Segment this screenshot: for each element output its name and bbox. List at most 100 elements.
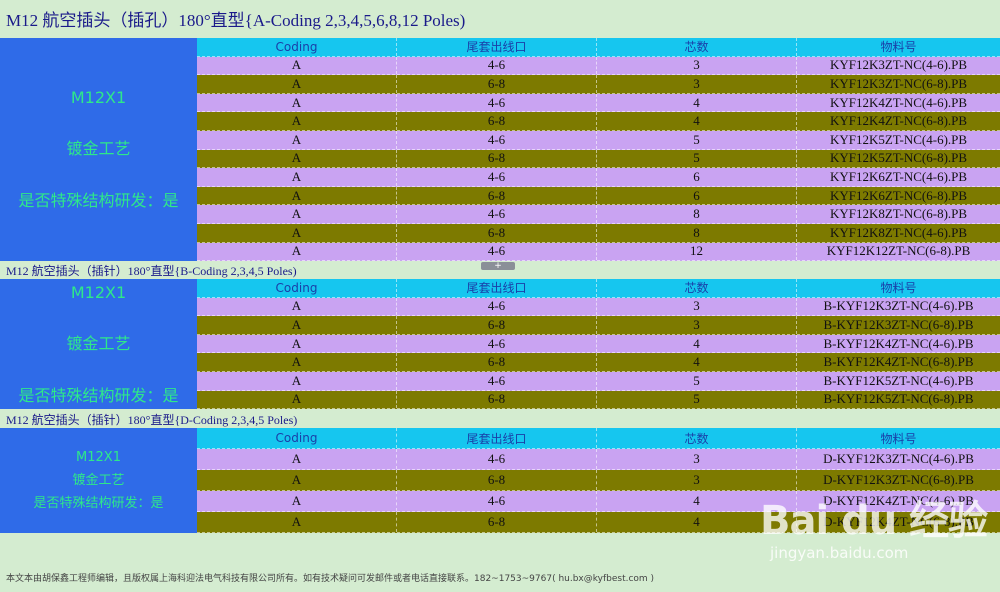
table-header: Coding 尾套出线口 芯数 物料号 [197, 428, 1000, 449]
table-row: A 6-8 6 KYF12K6ZT-NC(6-8).PB [197, 186, 1000, 206]
part-number-cell: B-KYF12K3ZT-NC(4-6).PB [823, 298, 974, 314]
pins-cell: 3 [597, 449, 797, 469]
pins-cell: 12 [597, 242, 797, 261]
outlet-cell: 4-6 [397, 168, 597, 186]
coding-cell: A [197, 130, 397, 149]
outlet-cell: 4-6 [397, 297, 597, 316]
table-row: A 4-6 6 KYF12K6ZT-NC(4-6).PB [197, 168, 1000, 187]
part-number-cell: D-KYF12K3ZT-NC(6-8).PB [823, 472, 974, 487]
pins-cell: 4 [597, 334, 797, 353]
spec-line: 是否特殊结构研发：是 [18, 191, 179, 211]
table-row: A 4-6 5 KYF12K5ZT-NC(4-6).PB [197, 130, 1000, 150]
table-row: A 6-8 3 B-KYF12K3ZT-NC(6-8).PB [197, 316, 1000, 335]
outlet-cell: 6-8 [397, 223, 597, 242]
coding-cell: A [197, 186, 397, 205]
pins-cell: 4 [597, 112, 797, 130]
column-header: 尾套出线口 [397, 279, 597, 297]
table-row: A 4-6 3 D-KYF12K3ZT-NC(4-6).PB [197, 449, 1000, 470]
coding-cell: A [197, 390, 397, 409]
product-section: M12X1 镀金工艺 是否特殊结构研发：是 Coding 尾套出线口 芯数 物料号 A 4-6 3… [0, 279, 1000, 410]
pins-cell: 3 [597, 316, 797, 334]
pins-cell: 4 [597, 353, 797, 371]
spec-line: M12X1 [70, 88, 127, 108]
coding-cell: A [197, 112, 397, 130]
coding-cell: A [197, 449, 397, 469]
column-header: 尾套出线口 [397, 428, 597, 448]
table-row: A 6-8 3 D-KYF12K3ZT-NC(6-8).PB [197, 470, 1000, 491]
section-title-text: M12 航空插头（插针）180°直型{D-Coding 2,3,4,5 Pole… [6, 413, 298, 427]
outlet-cell: 6-8 [397, 470, 597, 490]
column-header: 物料号 [880, 281, 917, 296]
spec-line: M12X1 [76, 450, 121, 465]
pins-cell: 5 [597, 371, 797, 390]
spec-line: 镀金工艺 [66, 139, 131, 159]
table-row: A 6-8 5 KYF12K5ZT-NC(6-8).PB [197, 149, 1000, 169]
coding-cell: A [197, 149, 397, 168]
spec-panel: M12X1 镀金工艺 是否特殊结构研发：是 [0, 279, 197, 410]
product-table: Coding 尾套出线口 芯数 物料号 A 4-6 3 KYF12K3ZT-NC(4-6).P… [197, 38, 1000, 262]
table-header: Coding 尾套出线口 芯数 物料号 [197, 279, 1000, 298]
pins-cell: 5 [597, 130, 797, 149]
table-row: A 4-6 12 KYF12K12ZT-NC(6-8).PB [197, 242, 1000, 262]
outlet-cell: 6-8 [397, 149, 597, 168]
pins-cell: 5 [597, 149, 797, 168]
part-number-cell: B-KYF12K5ZT-NC(6-8).PB [823, 391, 974, 407]
coding-cell: A [197, 334, 397, 353]
part-number-cell: D-KYF12K4ZT-NC(6-8).PB [823, 514, 974, 529]
outlet-cell: 4-6 [397, 56, 597, 75]
part-number-cell: D-KYF12K4ZT-NC(4-6).PB [823, 493, 974, 508]
coding-cell: A [197, 242, 397, 261]
table-row: A 4-6 5 B-KYF12K5ZT-NC(4-6).PB [197, 371, 1000, 391]
part-number-cell: B-KYF12K4ZT-NC(4-6).PB [823, 335, 974, 351]
pins-cell: 6 [597, 186, 797, 205]
pins-cell: 8 [597, 205, 797, 223]
product-section: M12X1 镀金工艺 是否特殊结构研发：是 Coding 尾套出线口 芯数 物料号 A 4-6 3… [0, 38, 1000, 262]
part-number-cell: KYF12K4ZT-NC(4-6).PB [829, 94, 968, 110]
column-header: 芯数 [597, 279, 797, 297]
column-header: 尾套出线口 [397, 38, 597, 56]
section-title: M12 航空插头（插针）180°直型{B-Coding 2,3,4,5 Pole… [0, 262, 1000, 279]
outlet-cell: 4-6 [397, 242, 597, 261]
table-row: A 6-8 4 D-KYF12K4ZT-NC(6-8).PB [197, 512, 1000, 533]
table-row: A 4-6 3 KYF12K3ZT-NC(4-6).PB [197, 56, 1000, 76]
part-number-cell: B-KYF12K3ZT-NC(6-8).PB [823, 316, 974, 332]
coding-cell: A [197, 223, 397, 242]
coding-cell: A [197, 491, 397, 511]
pins-cell: 8 [597, 223, 797, 242]
section-title-text: M12 航空插头（插针）180°直型{B-Coding 2,3,4,5 Pole… [6, 264, 297, 278]
product-section: M12X1 镀金工艺 是否特殊结构研发：是 Coding 尾套出线口 芯数 物料号 A 4-6 3… [0, 428, 1000, 533]
pins-cell: 3 [597, 75, 797, 93]
expand-toggle[interactable]: + [481, 262, 515, 271]
pins-cell: 4 [597, 93, 797, 112]
outlet-cell: 6-8 [397, 186, 597, 205]
coding-cell: A [197, 75, 397, 93]
column-header: 芯数 [597, 428, 797, 448]
spec-line: 镀金工艺 [66, 333, 131, 353]
part-number-cell: KYF12K3ZT-NC(6-8).PB [829, 75, 968, 91]
outlet-cell: 4-6 [397, 491, 597, 511]
column-header: 物料号 [880, 431, 917, 446]
watermark-url: jingyan.baidu.com [770, 544, 909, 562]
column-header: Coding [197, 38, 397, 56]
coding-cell: A [197, 470, 397, 490]
outlet-cell: 6-8 [397, 353, 597, 371]
part-number-cell: D-KYF12K3ZT-NC(4-6).PB [823, 451, 974, 466]
outlet-cell: 6-8 [397, 112, 597, 130]
coding-cell: A [197, 297, 397, 316]
coding-cell: A [197, 512, 397, 532]
outlet-cell: 6-8 [397, 512, 597, 532]
table-row: A 4-6 3 B-KYF12K3ZT-NC(4-6).PB [197, 297, 1000, 317]
pins-cell: 6 [597, 168, 797, 186]
part-number-cell: KYF12K6ZT-NC(6-8).PB [829, 187, 968, 203]
outlet-cell: 4-6 [397, 371, 597, 390]
spec-line: 镀金工艺 [72, 473, 125, 488]
part-number-cell: B-KYF12K5ZT-NC(4-6).PB [823, 372, 974, 388]
pins-cell: 3 [597, 56, 797, 75]
outlet-cell: 4-6 [397, 205, 597, 223]
table-row: A 6-8 4 KYF12K4ZT-NC(6-8).PB [197, 112, 1000, 131]
outlet-cell: 6-8 [397, 316, 597, 334]
table-row: A 6-8 4 B-KYF12K4ZT-NC(6-8).PB [197, 353, 1000, 372]
part-number-cell: KYF12K8ZT-NC(4-6).PB [829, 224, 968, 240]
column-header: 物料号 [880, 40, 917, 55]
outlet-cell: 6-8 [397, 75, 597, 93]
